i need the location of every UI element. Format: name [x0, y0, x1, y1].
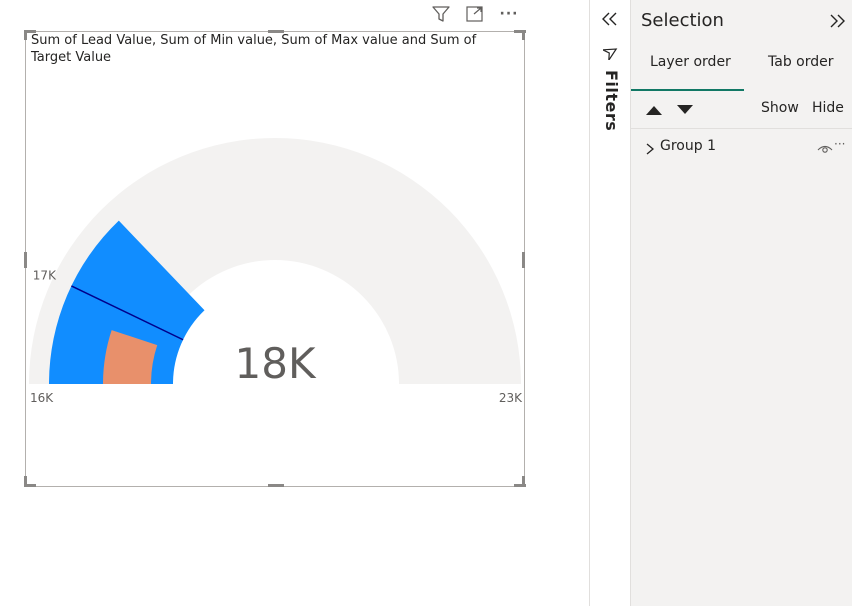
active-tab-indicator	[631, 89, 744, 91]
filters-pane-label[interactable]: Filters	[602, 70, 621, 132]
visual-header-toolbar: ···	[426, 4, 526, 24]
gauge-value-label: 18K	[235, 339, 317, 388]
filter-icon	[602, 44, 619, 61]
divider	[631, 128, 852, 129]
eye-icon[interactable]	[817, 140, 833, 153]
hide-all-button[interactable]: Hide	[812, 100, 844, 116]
gauge-target-line	[71, 285, 184, 341]
resize-handle-bottom-right-v[interactable]	[522, 476, 525, 486]
visual-title: Sum of Lead Value, Sum of Min value, Sum…	[31, 33, 477, 65]
chevron-right-icon[interactable]	[645, 140, 655, 155]
pane-title: Selection	[641, 10, 724, 31]
resize-handle-top-right[interactable]	[514, 30, 526, 33]
double-chevron-left-icon[interactable]	[600, 10, 620, 28]
resize-handle-top-left-v[interactable]	[24, 30, 27, 40]
triangle-up-icon[interactable]	[645, 101, 663, 115]
resize-handle-bottom-left[interactable]	[24, 484, 36, 487]
resize-handle-bottom-right[interactable]	[514, 484, 526, 487]
focus-mode-icon[interactable]	[464, 4, 486, 24]
resize-handle-top[interactable]	[268, 30, 284, 33]
filters-pane[interactable]: Filters	[589, 0, 630, 606]
double-chevron-right-icon[interactable]	[827, 12, 847, 30]
more-options-icon[interactable]: ···	[834, 137, 846, 151]
resize-handle-left[interactable]	[24, 252, 27, 268]
filter-icon[interactable]	[430, 4, 452, 24]
report-canvas: ··· Sum of Lead Value, Sum of Min value,…	[24, 4, 526, 487]
gauge-target-label: 17K	[33, 269, 57, 283]
gauge-visual[interactable]: Sum of Lead Value, Sum of Min value, Sum…	[24, 30, 526, 487]
gauge-max-label: 23K	[499, 391, 523, 405]
gauge-chart: 18K 16K 23K 17K	[29, 138, 523, 405]
tab-layer-order[interactable]: Layer order	[650, 54, 731, 70]
selection-pane: Selection Layer order Tab order Show Hid…	[630, 0, 852, 606]
triangle-down-icon[interactable]	[676, 101, 694, 114]
resize-handle-right[interactable]	[522, 252, 525, 268]
tab-tab-order[interactable]: Tab order	[768, 54, 834, 70]
show-all-button[interactable]: Show	[761, 100, 799, 116]
layer-item-label: Group 1	[660, 138, 716, 154]
gauge-min-label: 16K	[30, 391, 54, 405]
gauge-value-arc	[49, 220, 205, 384]
resize-handle-top-right-v[interactable]	[522, 30, 525, 40]
layer-item-group-1[interactable]: Group 1 ···	[631, 134, 852, 158]
resize-handle-bottom-left-v[interactable]	[24, 476, 27, 486]
resize-handle-top-left[interactable]	[24, 30, 36, 33]
gauge-inner-band	[103, 330, 158, 384]
resize-handle-bottom[interactable]	[268, 484, 284, 487]
more-options-icon[interactable]: ···	[499, 6, 519, 22]
